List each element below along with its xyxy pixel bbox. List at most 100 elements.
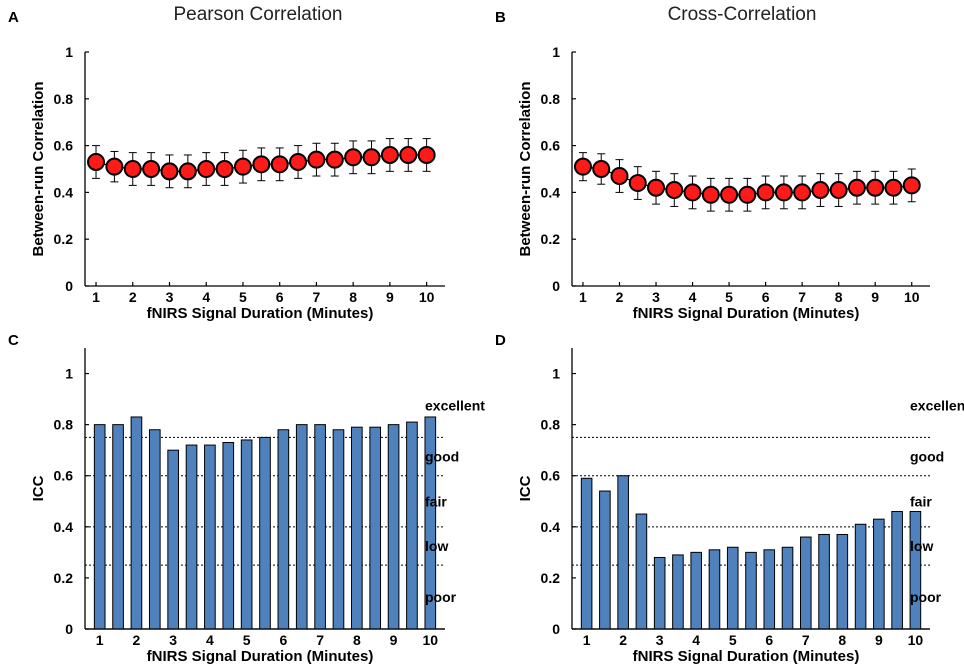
data-point <box>344 148 363 167</box>
x-tick-label: 1 <box>583 632 591 648</box>
band-label-fair: fair <box>910 493 932 509</box>
bar <box>799 536 812 630</box>
bar <box>617 475 629 630</box>
x-tick-label: 4 <box>202 289 210 305</box>
data-point <box>307 150 326 169</box>
y-tick-label: 0.2 <box>541 231 561 247</box>
data-point <box>233 157 252 176</box>
y-tick-label: 0.6 <box>54 138 74 154</box>
y-tick-label: 0.2 <box>54 570 74 586</box>
x-tick-label: 4 <box>689 289 697 305</box>
chart-title: Cross-Correlation <box>668 4 817 25</box>
band-label-good: good <box>425 449 459 465</box>
y-tick-label: 0 <box>65 278 73 294</box>
data-point <box>123 160 142 178</box>
x-tick-label: 5 <box>243 632 251 648</box>
x-tick-label: 2 <box>133 632 141 648</box>
panel-label: B <box>495 9 506 26</box>
band-label-fair: fair <box>425 493 447 509</box>
y-tick-label: 1 <box>552 44 560 60</box>
band-label-excellent: excellent <box>910 397 964 413</box>
x-tick-label: 8 <box>835 289 843 305</box>
x-tick-label: 10 <box>904 289 920 305</box>
bar <box>818 533 830 630</box>
bar <box>167 449 179 630</box>
data-point <box>683 183 702 202</box>
bar <box>185 444 198 630</box>
bar <box>369 426 382 630</box>
y-tick-label: 0.6 <box>541 138 561 154</box>
bar <box>332 429 345 630</box>
data-point <box>902 176 921 195</box>
data-point <box>592 160 611 178</box>
y-tick-label: 0.4 <box>541 519 561 535</box>
x-tick-label: 5 <box>239 289 247 305</box>
x-tick-label: 7 <box>798 289 806 305</box>
x-tick-label: 6 <box>276 289 284 305</box>
x-axis-label: fNIRS Signal Duration (Minutes) <box>147 305 374 322</box>
bar <box>653 556 666 630</box>
y-tick-label: 1 <box>65 44 73 60</box>
y-tick-label: 0.2 <box>54 231 74 247</box>
data-point <box>774 183 793 202</box>
y-axis-label: Between-run Correlation <box>517 81 534 256</box>
bar <box>222 442 235 630</box>
panel-c: C 0 0.2 0.4 0.6 0.8 1 1 2 3 4 5 6 7 8 9 10 fNIRS Signal D… <box>8 332 485 665</box>
y-tick-label: 0.8 <box>541 91 561 107</box>
band-label-low: low <box>910 538 933 554</box>
band-label-low: low <box>425 538 448 554</box>
bar <box>314 424 326 630</box>
x-tick-label: 6 <box>765 632 773 648</box>
panel-label: C <box>8 332 19 349</box>
bar <box>148 429 161 630</box>
bar <box>854 523 867 630</box>
data-point <box>417 145 436 164</box>
bar <box>599 490 611 630</box>
y-tick-label: 0.8 <box>54 91 74 107</box>
bar <box>130 416 143 630</box>
data-point <box>87 152 106 171</box>
data-point <box>573 157 592 176</box>
x-tick-label: 10 <box>419 289 435 305</box>
data-point <box>647 178 666 197</box>
x-tick-label: 7 <box>802 632 810 648</box>
x-tick-label: 9 <box>871 289 879 305</box>
panel-a: A Pearson Correlation 0 0.2 0.4 0.6 0.8 1 1 2 3 4 5 6… <box>8 4 445 322</box>
panel-d: D 0 0.2 0.4 0.6 0.8 1 1 2 3 4 5 6 7 8 9 10 fNIRS Signal D… <box>495 332 964 665</box>
x-tick-label: 3 <box>652 289 660 305</box>
data-point <box>362 148 381 167</box>
x-tick-label: 7 <box>313 289 321 305</box>
bar <box>708 549 721 630</box>
bar <box>112 424 124 630</box>
x-axis-label: fNIRS Signal Duration (Minutes) <box>147 648 374 665</box>
x-tick-label: 9 <box>875 632 883 648</box>
bar <box>781 546 794 630</box>
data-point <box>399 145 418 164</box>
x-tick-label: 6 <box>762 289 770 305</box>
bar <box>387 424 400 630</box>
x-tick-label: 8 <box>838 632 846 648</box>
bar <box>745 551 757 630</box>
x-tick-label: 9 <box>390 632 398 648</box>
y-tick-label: 0.6 <box>541 468 561 484</box>
x-tick-label: 2 <box>619 632 627 648</box>
x-tick-label: 6 <box>279 632 287 648</box>
bar <box>635 513 648 630</box>
data-point <box>847 178 866 197</box>
band-label-excellent: excellent <box>425 397 485 413</box>
panel-label: A <box>8 9 19 26</box>
panel-label: D <box>495 332 506 349</box>
bar <box>873 518 885 630</box>
bar <box>763 549 776 630</box>
data-point <box>178 162 197 181</box>
data-point <box>325 150 344 169</box>
y-tick-label: 0.6 <box>54 468 74 484</box>
data-point <box>215 160 234 178</box>
data-point <box>610 167 629 186</box>
y-tick-label: 0.4 <box>541 184 561 200</box>
x-tick-label: 1 <box>96 632 104 648</box>
data-point <box>738 185 757 204</box>
data-point <box>866 178 885 197</box>
y-axis-label: ICC <box>517 475 534 501</box>
data-point <box>793 183 812 202</box>
